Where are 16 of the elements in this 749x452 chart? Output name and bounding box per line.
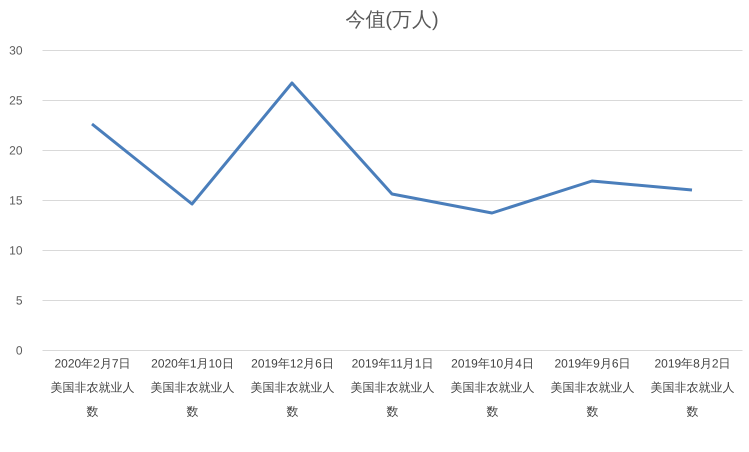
x-tick-label: 2019年11月1日美国非农就业人数 [350,356,434,418]
y-tick-label: 15 [9,194,23,208]
x-tick-label: 2019年9月6日美国非农就业人数 [550,356,634,418]
y-tick-label: 5 [16,294,23,308]
y-tick-label: 25 [9,94,23,108]
y-tick-label: 20 [9,144,23,158]
x-tick-label: 2019年10月4日美国非农就业人数 [450,356,534,418]
line-series [90,82,694,214]
y-tick-label: 0 [16,344,23,358]
y-tick-label: 30 [9,44,23,58]
x-tick-label: 2020年1月10日美国非农就业人数 [150,356,234,418]
y-tick-label: 10 [9,244,23,258]
chart-title: 今值(万人) [345,9,439,31]
x-tick-label: 2019年8月2日美国非农就业人数 [650,356,734,418]
x-tick-label: 2019年12月6日美国非农就业人数 [250,356,334,418]
x-tick-label: 2020年2月7日美国非农就业人数 [50,356,134,418]
